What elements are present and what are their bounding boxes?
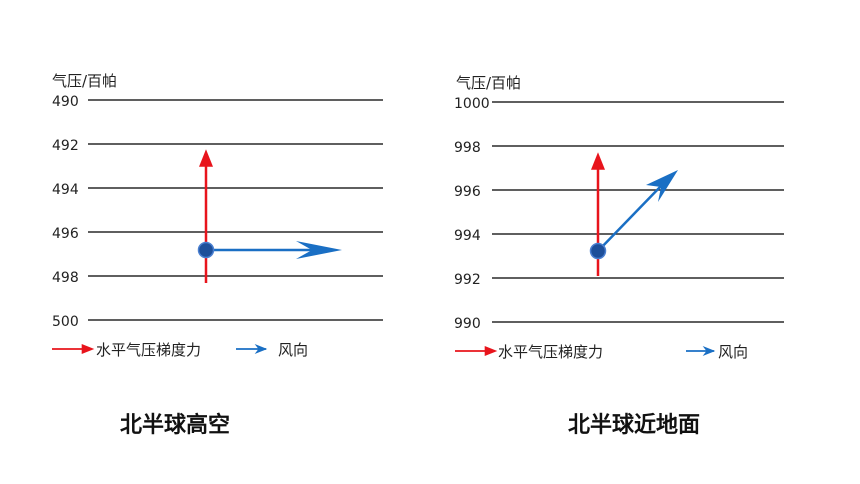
left-legend-wind-label: 风向 xyxy=(278,341,308,359)
right-panel: 气压/百帕 1000 998 996 994 992 990 水平气压梯度力 xyxy=(454,74,784,438)
right-isobars xyxy=(492,101,784,323)
left-isobar-label: 498 xyxy=(52,270,79,286)
right-isobar-label: 1000 xyxy=(454,96,490,112)
left-axis-unit: 气压/百帕 xyxy=(52,72,117,90)
right-isobar-label: 990 xyxy=(454,316,481,332)
right-isobar-label: 998 xyxy=(454,140,481,156)
left-isobar-label: 490 xyxy=(52,94,79,110)
right-isobar-label: 994 xyxy=(454,228,481,244)
left-title: 北半球高空 xyxy=(120,412,230,438)
right-isobar-label: 996 xyxy=(454,184,481,200)
left-legend-pgf-label: 水平气压梯度力 xyxy=(96,341,201,359)
right-isobar-labels: 1000 998 996 994 992 990 xyxy=(454,96,490,332)
right-legend-wind-label: 风向 xyxy=(718,343,748,361)
left-isobar-label: 494 xyxy=(52,182,79,198)
left-isobar-labels: 490 492 494 496 498 500 xyxy=(52,94,79,330)
left-wind-arrow-head xyxy=(296,241,342,259)
left-air-parcel-dot xyxy=(197,241,215,259)
right-wind-arrow-shaft xyxy=(597,184,663,252)
right-title: 北半球近地面 xyxy=(568,412,700,438)
right-legend-pgf-label: 水平气压梯度力 xyxy=(498,343,603,361)
right-axis-unit: 气压/百帕 xyxy=(456,74,521,92)
left-isobars xyxy=(88,99,383,321)
right-wind-arrow-head xyxy=(646,170,678,202)
right-air-parcel-dot xyxy=(589,242,607,260)
left-isobar-label: 492 xyxy=(52,138,79,154)
right-isobar-label: 992 xyxy=(454,272,481,288)
left-isobar-label: 496 xyxy=(52,226,79,242)
left-isobar-label: 500 xyxy=(52,314,79,330)
left-panel: 气压/百帕 490 492 494 496 498 500 水平气压梯度力 xyxy=(52,72,383,438)
